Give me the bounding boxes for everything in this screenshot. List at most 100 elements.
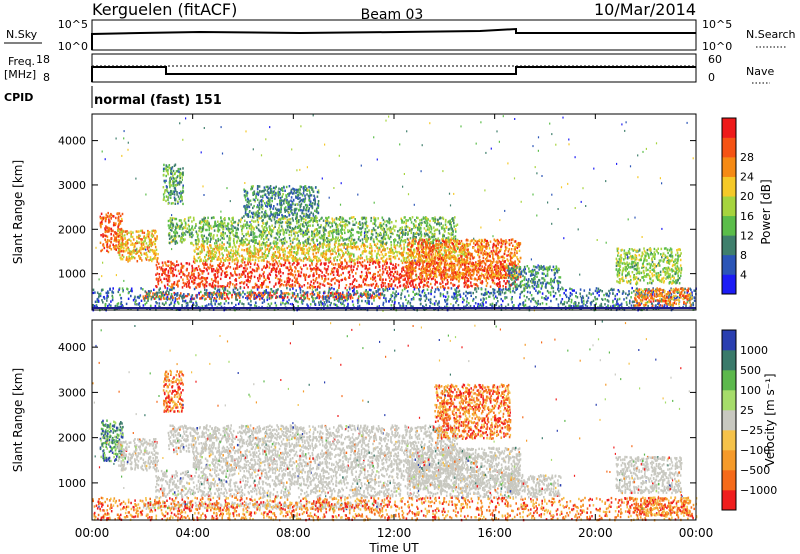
- power-cell: [300, 268, 303, 271]
- power-cell: [327, 240, 329, 243]
- power-cell: [141, 229, 144, 232]
- power-cell: [193, 255, 195, 258]
- freq-tick-bottom: 8: [43, 71, 50, 84]
- power-cell: [322, 219, 325, 222]
- power-cell: [495, 246, 498, 250]
- power-cell: [345, 267, 348, 270]
- power-cell: [306, 251, 309, 254]
- power-cell: [420, 259, 422, 263]
- power-cell: [167, 224, 170, 227]
- power-cell: [230, 274, 233, 277]
- power-cell: [292, 219, 294, 222]
- power-cell: [229, 258, 231, 261]
- power-cell: [416, 249, 419, 253]
- power-cell: [270, 294, 273, 297]
- power-cell: [390, 243, 393, 247]
- power-cell: [188, 282, 191, 285]
- power-cell: [112, 224, 115, 227]
- power-cell: [324, 256, 326, 259]
- power-cell: [393, 241, 396, 244]
- power-cell: [117, 232, 119, 236]
- power-cell: [449, 238, 451, 241]
- power-cell: [404, 240, 407, 244]
- power-cell: [485, 253, 487, 256]
- power-cell: [497, 282, 499, 285]
- power-cell: [491, 278, 493, 282]
- power-cell: [300, 259, 302, 262]
- power-cell: [191, 280, 193, 283]
- power-cell: [273, 262, 276, 266]
- power-cell: [374, 286, 376, 289]
- power-cell: [117, 249, 120, 252]
- power-cell: [230, 220, 232, 223]
- power-cell: [254, 258, 257, 262]
- power-cell: [466, 242, 468, 246]
- power-cell: [336, 223, 339, 227]
- power-cell: [269, 228, 271, 232]
- power-cell: [157, 257, 159, 260]
- power-cell: [474, 264, 476, 267]
- power-cell: [341, 220, 344, 223]
- power-cell: [365, 220, 368, 223]
- power-cell: [445, 274, 447, 278]
- power-cell: [357, 255, 360, 258]
- power-cell: [203, 245, 205, 248]
- power-cell: [131, 257, 133, 260]
- power-cell: [340, 256, 343, 259]
- power-cell: [211, 257, 214, 261]
- power-cell: [272, 257, 275, 260]
- power-cell: [174, 242, 177, 245]
- power-cell: [155, 257, 157, 260]
- power-cell: [384, 260, 386, 264]
- power-cell: [312, 217, 314, 220]
- power-cell: [309, 293, 312, 296]
- power-cell: [110, 241, 112, 244]
- power-cell: [462, 253, 464, 256]
- power-cell: [467, 268, 469, 272]
- power-cell: [503, 265, 505, 268]
- power-cell: [229, 239, 231, 242]
- power-cell: [295, 253, 298, 256]
- power-cell: [220, 232, 222, 235]
- power-cell: [234, 257, 237, 261]
- power-cell: [351, 237, 353, 240]
- power-cell: [189, 277, 192, 280]
- power-cell: [271, 229, 273, 232]
- power-cell: [401, 254, 403, 257]
- power-cell: [180, 237, 182, 240]
- power-cell: [237, 228, 239, 231]
- power-cell: [122, 230, 125, 233]
- power-cell: [212, 254, 215, 257]
- power-cell: [234, 271, 236, 274]
- power-cell: [196, 242, 199, 246]
- power-cell: [215, 242, 218, 245]
- power-cell: [302, 233, 304, 237]
- power-cell: [351, 270, 353, 274]
- power-cell: [500, 242, 503, 245]
- power-cell: [348, 236, 351, 239]
- power-cell: [395, 278, 398, 281]
- power-cell: [441, 279, 443, 282]
- power-cell: [345, 296, 348, 299]
- power-cell: [364, 227, 367, 231]
- power-cell: [450, 265, 453, 268]
- power-cell: [246, 226, 248, 230]
- power-cell: [222, 233, 225, 236]
- nsky-line: [91, 27, 696, 50]
- power-plot-area: [92, 114, 697, 312]
- power-cell: [382, 284, 385, 287]
- power-cell: [353, 245, 356, 249]
- power-cell: [224, 232, 226, 235]
- power-cell: [252, 232, 255, 236]
- power-cell: [353, 284, 356, 288]
- power-cell: [466, 252, 468, 256]
- power-cell: [286, 279, 289, 283]
- power-cell: [160, 297, 162, 301]
- power-cell: [173, 291, 176, 295]
- power-cell: [388, 257, 391, 261]
- power-cell: [353, 242, 355, 245]
- power-cell: [339, 292, 341, 295]
- power-cell: [395, 219, 397, 223]
- power-cell: [385, 233, 388, 236]
- power-cell: [207, 254, 210, 257]
